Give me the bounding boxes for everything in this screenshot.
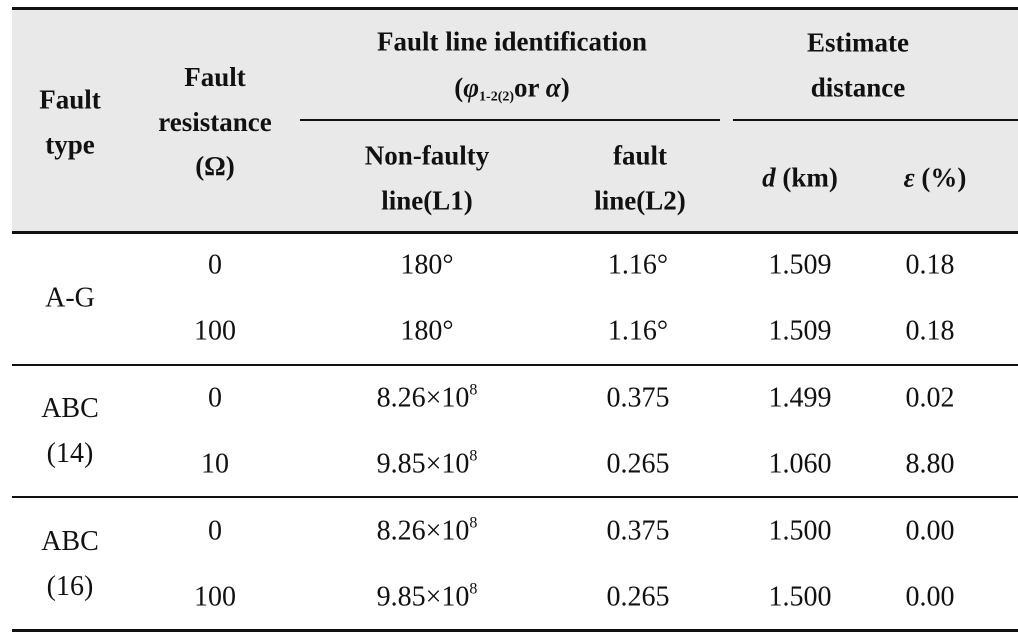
table-cell: 0.375	[606, 515, 670, 547]
cell-base: 9.85×10	[376, 581, 470, 613]
table-cell: 1.509	[768, 249, 832, 281]
header-subscript: 1-2(2)	[479, 89, 515, 105]
header-symbol: φ	[463, 72, 480, 103]
group-label: ABC (14)	[41, 393, 99, 469]
header-text: (%)	[914, 162, 967, 193]
table-cell: 1.16°	[607, 315, 669, 347]
header-cell: Fault line identification	[377, 26, 647, 57]
header-cell: fault line(L2)	[594, 140, 686, 215]
table-cell: 100	[194, 581, 236, 613]
header-cell: d (km)	[725, 156, 875, 201]
table-cell: 0.265	[606, 581, 670, 613]
header-symbol: d	[762, 162, 776, 193]
cell-base: 9.85×10	[376, 448, 470, 480]
table-cell: 180°	[400, 249, 454, 281]
table-cell: 0.00	[905, 581, 955, 613]
header-rule	[12, 231, 1018, 234]
header-text: or	[514, 72, 546, 103]
header-text: (	[454, 72, 464, 103]
table-cell: 1.500	[768, 581, 832, 613]
table-cell: 1.500	[768, 515, 832, 547]
cell-exponent: 8	[469, 514, 478, 532]
header-text: )	[560, 72, 570, 103]
table-cell: 0	[208, 515, 222, 547]
header-cell: ε (%)	[875, 156, 995, 201]
top-rule	[12, 7, 1018, 10]
table-cell: 1.16°	[607, 249, 669, 281]
cell-exponent: 8	[469, 580, 478, 598]
group-label: A-G	[45, 282, 95, 314]
header-symbol: α	[545, 72, 561, 103]
table-cell: 9.85×108	[377, 576, 478, 621]
header-cell: (φ1-2(2)or α)	[302, 66, 722, 111]
table-cell: 0.02	[905, 382, 955, 414]
header-symbol: ε	[903, 162, 915, 193]
table-cell: 100	[194, 315, 236, 347]
table-cell: 8.80	[905, 448, 955, 480]
table-cell: 0	[208, 382, 222, 414]
header-cell: Fault type	[39, 84, 101, 159]
header-cell: Estimate distance	[807, 27, 909, 102]
table-cell: 10	[201, 448, 229, 480]
group-rule	[12, 496, 1018, 498]
header-text: (km)	[775, 162, 838, 193]
cell-exponent: 8	[469, 447, 478, 465]
header-subrule	[300, 119, 720, 121]
table-cell: 1.499	[768, 382, 832, 414]
table-cell: 8.26×108	[377, 376, 478, 421]
table-cell: 0.375	[606, 382, 670, 414]
table-cell: 9.85×108	[377, 443, 478, 488]
cell-base: 8.26×10	[376, 515, 470, 547]
table-cell: 0.18	[905, 315, 955, 347]
header-cell: Non-faulty line(L1)	[364, 140, 490, 215]
group-rule	[12, 364, 1018, 366]
table-cell: 180°	[400, 315, 454, 347]
table-cell: 1.060	[768, 448, 832, 480]
group-label: ABC (16)	[41, 526, 99, 602]
table-cell: 8.26×108	[377, 509, 478, 554]
table-cell: 0.265	[606, 448, 670, 480]
cell-exponent: 8	[469, 381, 478, 399]
header-cell: Fault resistance (Ω)	[158, 62, 272, 182]
table-cell: 0.00	[905, 515, 955, 547]
header-subrule	[733, 119, 1018, 121]
table-cell: 0	[208, 249, 222, 281]
table-cell: 0.18	[905, 249, 955, 281]
cell-base: 8.26×10	[376, 382, 470, 414]
table-cell: 1.509	[768, 315, 832, 347]
bottom-rule	[12, 629, 1018, 632]
